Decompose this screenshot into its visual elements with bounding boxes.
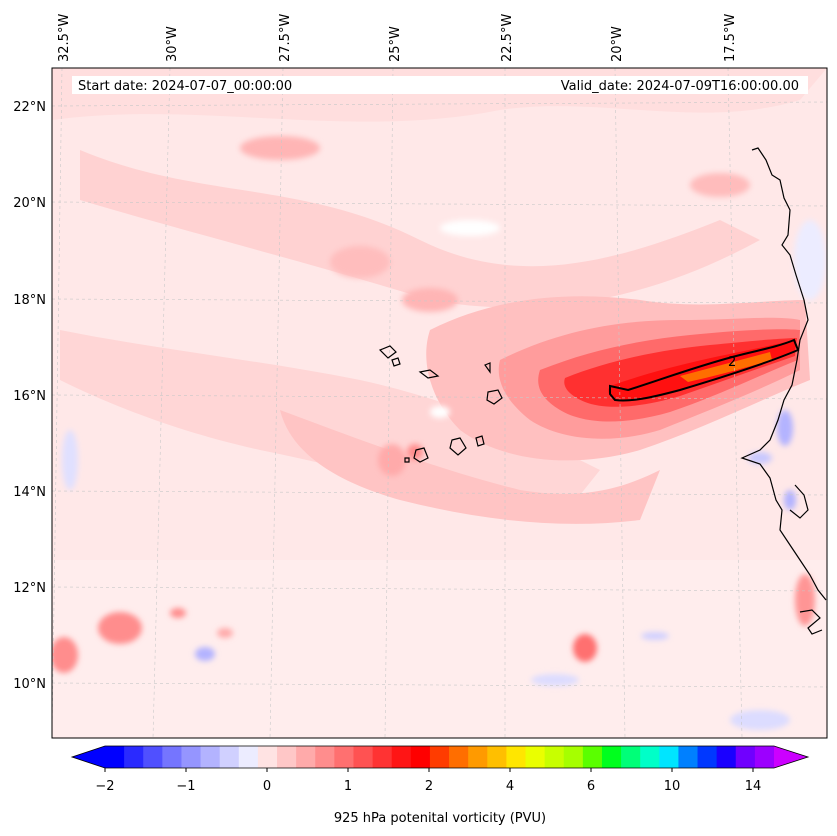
colorbar-cell — [257, 746, 278, 768]
lat-tick: 12°N — [13, 581, 46, 596]
lon-tick: 22.5°W — [500, 14, 515, 62]
contour-label: 2 — [728, 355, 736, 370]
colorbar-tick-label: 0 — [263, 779, 271, 794]
pv-contour-2 — [609, 338, 800, 402]
lat-tick: 18°N — [13, 293, 46, 308]
colorbar-cell — [468, 746, 488, 768]
colorbar-cell — [143, 746, 163, 768]
colorbar-tick-label: −1 — [176, 779, 195, 794]
valid-date: Valid_date: 2024-07-09T16:00:00.00 — [561, 79, 799, 94]
colorbar-cell — [487, 746, 507, 768]
colorbar-cell — [506, 746, 527, 768]
lon-tick: 32.5°W — [57, 14, 72, 62]
colorbar-cell — [640, 746, 660, 768]
colorbar-cell — [296, 746, 316, 768]
colorbar-over-arrow — [774, 746, 808, 768]
colorbar-cell — [105, 746, 125, 768]
colorbar-cell — [601, 746, 622, 768]
map-border — [51, 67, 828, 739]
colorbar-cell — [678, 746, 699, 768]
colorbar-ticks: −2 −1 0 1 2 4 6 10 14 — [95, 768, 761, 794]
colorbar-cell — [544, 746, 565, 768]
colorbar-cell — [563, 746, 584, 768]
colorbar-label: 925 hPa potenital vorticity (PVU) — [334, 811, 546, 826]
lat-tick: 22°N — [13, 100, 46, 115]
coastline — [378, 147, 827, 635]
colorbar-cell — [372, 746, 393, 768]
colorbar: −2 −1 0 1 2 4 6 10 14 925 hPa potenital … — [70, 745, 810, 826]
colorbar-cell — [238, 746, 259, 768]
colorbar-cell — [582, 746, 603, 768]
graticule — [52, 68, 827, 738]
colorbar-under-arrow — [72, 746, 105, 768]
colorbar-cell — [124, 746, 144, 768]
colorbar-cell — [449, 746, 469, 768]
colorbar-cell — [200, 746, 221, 768]
colorbar-cell — [697, 746, 718, 768]
longitude-ticks: 32.5°W 30°W 27.5°W 25°W 22.5°W 20°W 17.5… — [57, 14, 738, 62]
lat-tick: 20°N — [13, 196, 46, 211]
colorbar-tick-label: −2 — [95, 779, 114, 794]
colorbar-cell — [315, 746, 335, 768]
lat-tick: 10°N — [13, 677, 46, 692]
colorbar-tick-label: 1 — [344, 779, 352, 794]
colorbar-cell — [716, 746, 737, 768]
colorbar-cell — [659, 746, 679, 768]
colorbar-cell — [277, 746, 297, 768]
lat-tick: 14°N — [13, 485, 46, 500]
colorbar-tick-label: 10 — [664, 779, 681, 794]
colorbar-tick-label: 6 — [587, 779, 595, 794]
lon-tick: 20°W — [610, 26, 625, 62]
lon-tick: 25°W — [388, 26, 403, 62]
colorbar-cell — [181, 746, 202, 768]
colorbar-cell — [219, 746, 240, 768]
lon-tick: 27.5°W — [278, 14, 293, 62]
colorbar-tick-label: 14 — [745, 779, 762, 794]
colorbar-cell — [334, 746, 354, 768]
info-bar — [72, 76, 808, 94]
lon-tick: 17.5°W — [723, 14, 738, 62]
lat-tick: 16°N — [13, 389, 46, 404]
colorbar-cell — [754, 746, 775, 768]
colorbar-cell — [621, 746, 641, 768]
colorbar-tick-label: 2 — [425, 779, 433, 794]
colorbar-cell — [391, 746, 412, 768]
latitude-ticks: 22°N 20°N 18°N 16°N 14°N 12°N 10°N — [13, 100, 46, 692]
colorbar-tick-label: 4 — [506, 779, 514, 794]
colorbar-cell — [353, 746, 374, 768]
colorbar-cells — [105, 746, 775, 768]
start-date: Start date: 2024-07-07_00:00:00 — [78, 79, 292, 94]
colorbar-cell — [735, 746, 756, 768]
colorbar-cell — [162, 746, 182, 768]
lon-tick: 30°W — [165, 26, 180, 62]
colorbar-cell — [410, 746, 431, 768]
colorbar-cell — [429, 746, 450, 768]
colorbar-cell — [525, 746, 546, 768]
